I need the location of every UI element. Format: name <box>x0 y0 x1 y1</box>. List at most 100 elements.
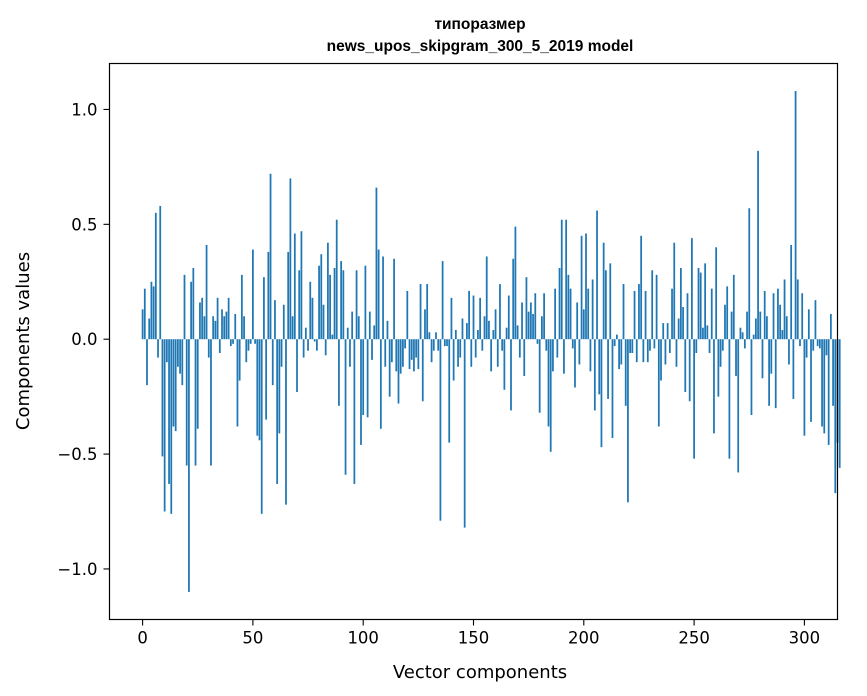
y-tick-label: 1.0 <box>71 100 97 119</box>
bar <box>499 284 501 340</box>
bar <box>439 339 442 521</box>
bar <box>249 339 252 344</box>
bar <box>671 288 673 340</box>
bar <box>432 339 435 351</box>
bar <box>823 339 826 434</box>
bar <box>190 281 192 340</box>
bar <box>329 274 331 340</box>
bar <box>463 339 466 528</box>
bar <box>210 339 212 466</box>
bar <box>351 311 354 340</box>
bar <box>604 270 607 340</box>
bar <box>556 339 559 358</box>
bar <box>154 212 157 340</box>
bar <box>402 339 404 367</box>
bar <box>602 242 605 340</box>
bar <box>269 173 272 340</box>
bar <box>816 339 819 347</box>
bar <box>724 304 726 340</box>
bar <box>710 288 713 340</box>
bar <box>812 339 815 351</box>
bar <box>395 339 398 372</box>
bar <box>757 150 759 340</box>
bar <box>227 297 230 340</box>
bar <box>739 327 742 340</box>
bar <box>611 339 614 438</box>
bar <box>232 339 234 344</box>
bar <box>417 339 420 370</box>
bar-series <box>141 91 841 592</box>
bar <box>477 330 479 340</box>
bar <box>814 300 817 340</box>
bar <box>618 339 620 370</box>
bar <box>788 339 790 365</box>
bar <box>397 339 400 404</box>
bar <box>620 339 623 365</box>
bar <box>600 339 603 448</box>
bar <box>379 339 382 429</box>
bar <box>591 279 594 340</box>
bar <box>152 286 155 340</box>
x-tick-label: 150 <box>458 629 490 648</box>
bar <box>521 302 523 340</box>
bar <box>774 339 777 409</box>
bar <box>446 339 448 347</box>
bar <box>662 323 665 340</box>
bar <box>657 339 660 427</box>
bar <box>660 339 662 381</box>
bar <box>790 245 793 340</box>
x-tick-label: 50 <box>242 629 263 648</box>
bar <box>651 270 654 340</box>
bar <box>229 339 232 347</box>
bar <box>629 339 632 353</box>
bar <box>496 339 499 367</box>
bar <box>170 339 173 514</box>
bar <box>580 235 583 340</box>
bar <box>355 270 358 340</box>
bar <box>697 267 700 340</box>
bar <box>785 316 788 340</box>
bar <box>715 247 718 340</box>
y-tick-label: −0.5 <box>57 445 97 464</box>
bar <box>781 330 784 340</box>
x-tick-label: 300 <box>789 629 821 648</box>
bar <box>631 339 634 353</box>
bar <box>240 274 243 340</box>
bar <box>598 339 601 395</box>
bar <box>682 307 684 340</box>
bar <box>783 279 786 340</box>
bar <box>165 339 168 363</box>
bar <box>596 210 598 340</box>
bar <box>454 330 457 340</box>
bar <box>514 226 517 340</box>
bar <box>691 238 693 340</box>
bar <box>320 254 323 340</box>
bar <box>357 316 360 340</box>
bar <box>732 274 735 340</box>
bar <box>832 339 834 406</box>
bar <box>821 339 823 427</box>
bar <box>388 339 391 397</box>
bar <box>554 288 556 340</box>
bar <box>450 297 453 340</box>
bar <box>311 297 314 340</box>
x-tick-label: 200 <box>568 629 600 648</box>
bar <box>470 339 473 367</box>
bar <box>386 320 389 340</box>
bar <box>384 339 387 367</box>
bar <box>183 274 186 340</box>
bar <box>644 290 647 340</box>
bar <box>260 339 263 514</box>
bar <box>177 339 179 367</box>
bar <box>313 339 316 342</box>
bar <box>309 281 312 340</box>
bar <box>375 187 378 340</box>
bar <box>408 339 411 370</box>
bar <box>340 261 343 340</box>
bar <box>225 311 228 340</box>
bar <box>333 267 336 340</box>
bar <box>252 249 254 340</box>
bar <box>415 339 418 358</box>
bar <box>719 339 722 367</box>
bar <box>527 311 530 340</box>
